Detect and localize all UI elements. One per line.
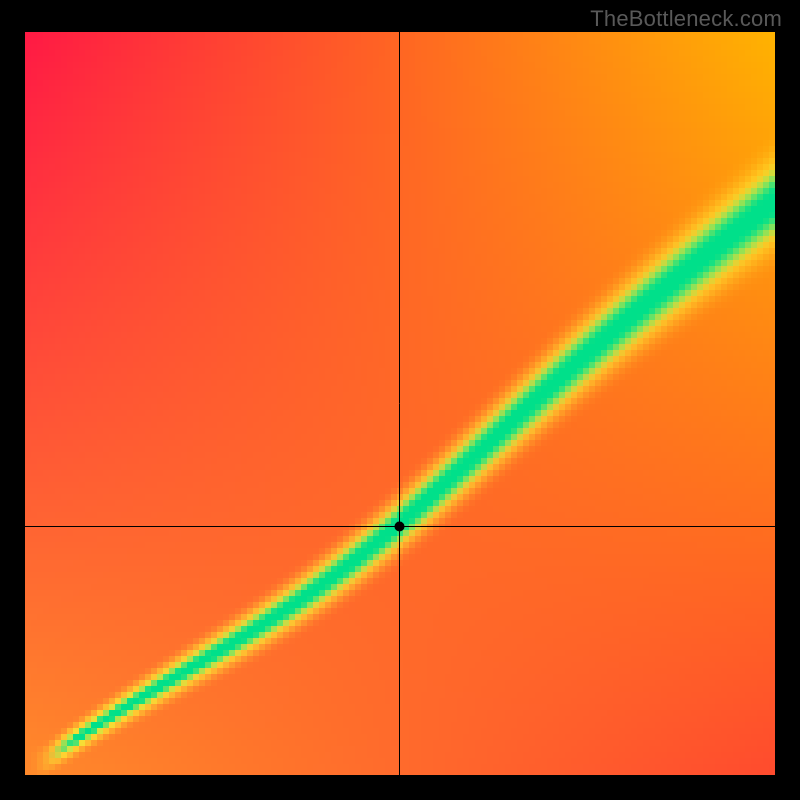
heatmap-canvas — [0, 0, 800, 800]
chart-root: TheBottleneck.com — [0, 0, 800, 800]
watermark-text: TheBottleneck.com — [590, 6, 782, 32]
